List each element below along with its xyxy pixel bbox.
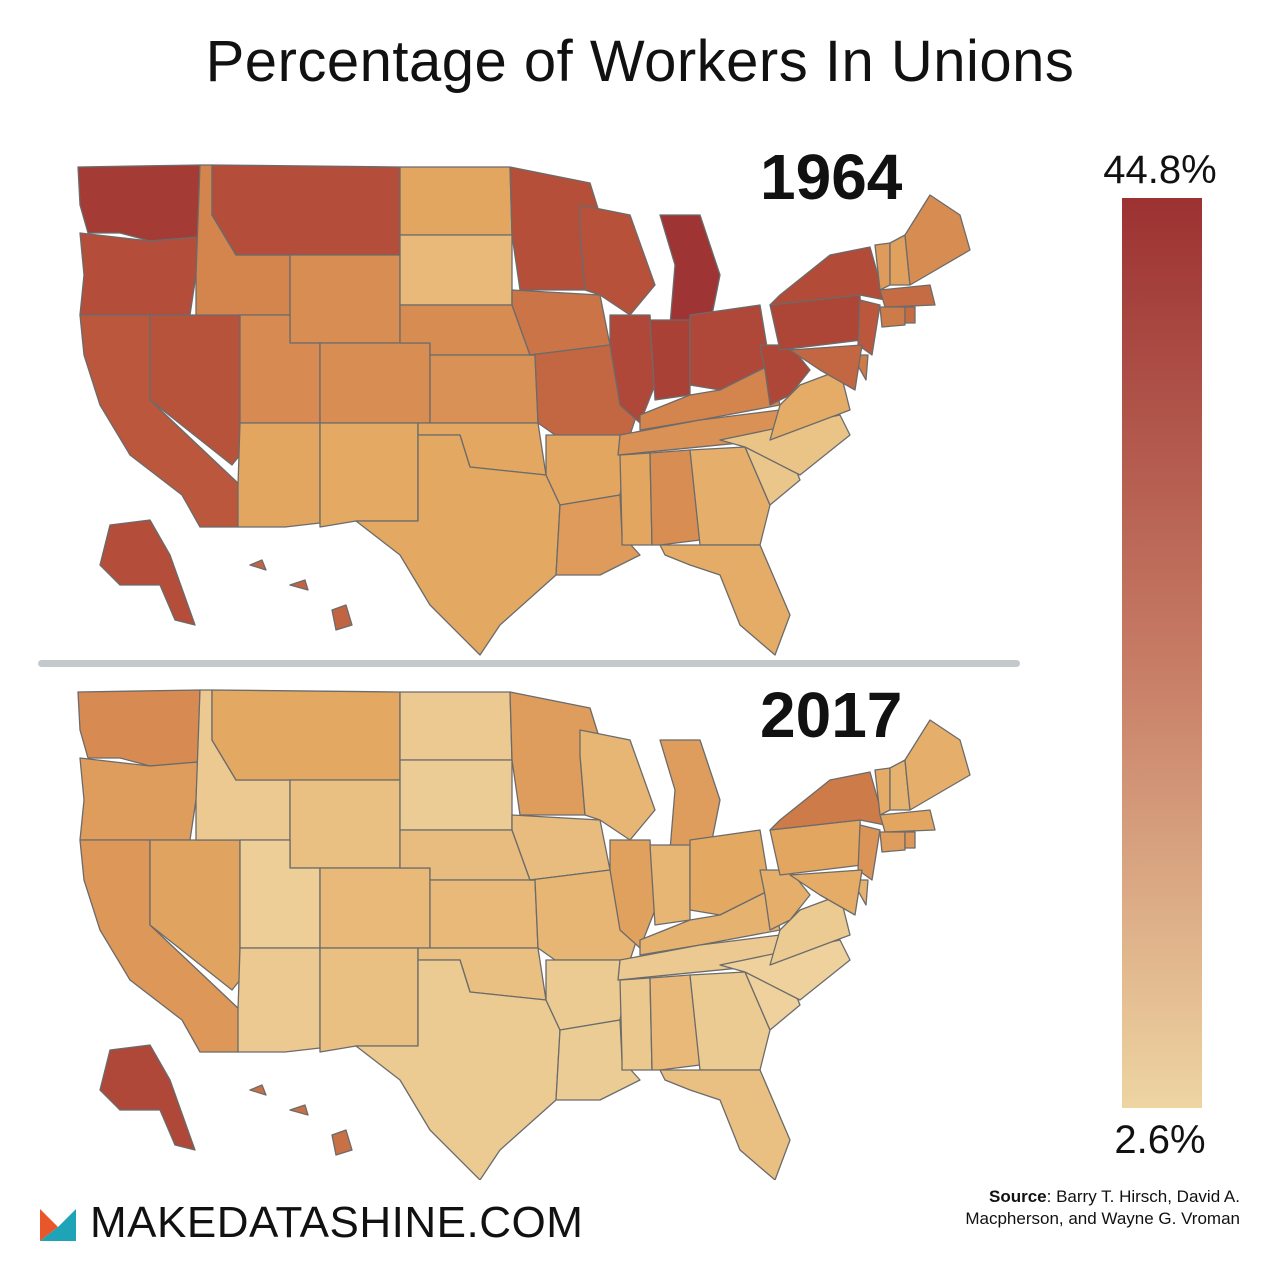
state-la-2017 (555, 1019, 641, 1101)
state-mi-1964 (659, 214, 721, 326)
maps-canvas (77, 164, 971, 1180)
state-tx-2017 (355, 959, 561, 1180)
state-tx-1964 (355, 434, 561, 656)
state-wi-2017 (579, 729, 656, 841)
state-or-1964 (79, 232, 199, 316)
state-fl-1964 (659, 544, 791, 656)
state-nd-2017 (399, 691, 513, 761)
source-text: : Barry T. Hirsch, David A. Macpherson, … (965, 1187, 1240, 1228)
state-me-1964 (904, 194, 971, 286)
state-ny-2017 (769, 771, 886, 831)
state-ny-1964 (769, 246, 886, 306)
state-ms-2017 (619, 977, 653, 1071)
state-ri-1964 (904, 306, 916, 324)
source-note: Source: Barry T. Hirsch, David A. Macphe… (960, 1186, 1240, 1230)
state-nj-1964 (857, 299, 881, 356)
state-ak-1964 (99, 519, 196, 626)
state-ga-1964 (689, 446, 771, 546)
state-in-1964 (649, 319, 691, 401)
legend-max-label: 44.8% (1103, 148, 1217, 192)
state-hi-1964 (249, 559, 353, 631)
state-hi-2017 (249, 1084, 353, 1156)
state-or-2017 (79, 757, 199, 841)
makedatashine-logo-icon (40, 1209, 76, 1241)
state-ks-2017 (429, 879, 539, 949)
state-ar-2017 (545, 959, 631, 1031)
state-ia-1964 (511, 289, 611, 356)
state-la-1964 (555, 494, 641, 576)
state-ms-1964 (619, 452, 653, 546)
state-wy-1964 (289, 254, 401, 344)
state-in-2017 (649, 844, 691, 926)
brand: MAKEDATASHINE.COM (40, 1198, 583, 1248)
state-nj-2017 (857, 824, 881, 881)
state-ak-2017 (99, 1044, 196, 1151)
state-al-2017 (649, 974, 701, 1071)
legend-color-bar (1122, 198, 1202, 1108)
state-co-1964 (319, 342, 431, 424)
state-ct-1964 (879, 306, 906, 328)
state-md-2017 (789, 869, 863, 916)
state-wi-1964 (579, 204, 656, 316)
state-ct-2017 (879, 831, 906, 853)
state-md-1964 (789, 344, 863, 391)
state-nm-2017 (319, 947, 419, 1053)
chart-title: Percentage of Workers In Unions (205, 29, 1075, 94)
map-1964 (77, 164, 971, 656)
year-label-2017: 2017 (760, 679, 903, 751)
map-divider (38, 660, 1020, 667)
state-wy-2017 (289, 779, 401, 869)
state-va-2017 (769, 894, 851, 966)
state-ga-2017 (689, 971, 771, 1071)
map-2017 (77, 689, 971, 1180)
state-wa-1964 (77, 164, 201, 242)
legend-min-label: 2.6% (1114, 1118, 1206, 1162)
state-va-1964 (769, 369, 851, 441)
state-az-2017 (237, 947, 321, 1053)
state-me-2017 (904, 719, 971, 811)
brand-text: MAKEDATASHINE.COM (90, 1198, 584, 1247)
state-mt-1964 (211, 164, 401, 256)
state-fl-2017 (659, 1069, 791, 1180)
state-co-2017 (319, 867, 431, 949)
state-ri-2017 (904, 831, 916, 849)
state-ar-1964 (545, 434, 631, 506)
state-nm-1964 (319, 422, 419, 528)
state-az-1964 (237, 422, 321, 528)
state-ks-1964 (429, 354, 539, 424)
state-sd-1964 (399, 234, 513, 306)
state-mi-2017 (659, 739, 721, 851)
state-ma-1964 (879, 284, 936, 308)
state-nd-1964 (399, 166, 513, 236)
state-sd-2017 (399, 759, 513, 831)
state-al-1964 (649, 449, 701, 546)
state-mt-2017 (211, 689, 401, 781)
state-ma-2017 (879, 809, 936, 833)
state-ia-2017 (511, 814, 611, 881)
state-wa-2017 (77, 689, 201, 767)
year-label-1964: 1964 (760, 141, 903, 213)
source-label: Source (989, 1187, 1047, 1206)
